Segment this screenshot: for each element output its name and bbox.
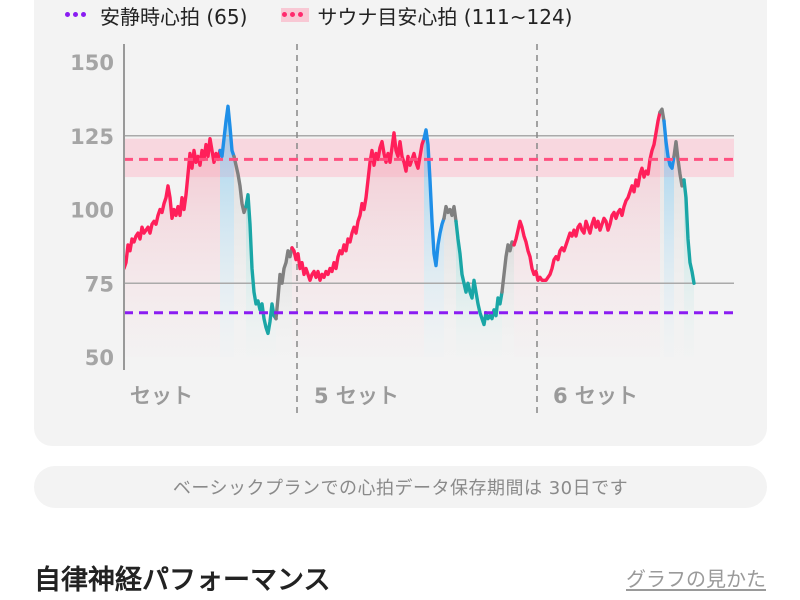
heart-rate-area-2 xyxy=(234,156,246,357)
set-label-0: セット xyxy=(130,384,193,408)
heart-rate-area-7 xyxy=(444,206,456,357)
heart-rate-line-11 xyxy=(658,107,666,123)
heart-rate-area-12 xyxy=(664,121,674,357)
graph-help-link[interactable]: グラフの見かた xyxy=(626,567,766,591)
heart-rate-line-7 xyxy=(442,204,458,223)
heart-rate-line-8 xyxy=(454,219,504,327)
data-retention-notice: ベーシックプランでの心拍データ保存期間は 30日です xyxy=(34,466,767,508)
legend-resting: 安静時心拍 (65) xyxy=(64,1,247,30)
heart-rate-area-9 xyxy=(502,241,514,357)
section-title: 自律神経パフォーマンス xyxy=(34,565,331,596)
heart-rate-line-5 xyxy=(290,131,426,282)
heart-rate-area-3 xyxy=(246,194,276,357)
heart-rate-line-6 xyxy=(422,128,446,268)
heart-rate-line-3 xyxy=(244,193,278,336)
heart-rate-line-1 xyxy=(218,104,236,159)
heart-rate-chart[interactable]: 150 125 100 75 50 セット 5 セット 6 セット xyxy=(0,0,800,460)
heart-rate-area-11 xyxy=(660,109,664,357)
heart-rate-line-14 xyxy=(682,178,696,285)
set-label-2: 6 セット xyxy=(553,384,638,408)
y-tick-label-150: 150 xyxy=(70,51,114,75)
heart-rate-line-4 xyxy=(274,246,294,321)
heart-rate-line-2 xyxy=(232,154,248,215)
y-tick-label-125: 125 xyxy=(70,125,114,149)
heart-rate-line-9 xyxy=(500,240,516,294)
resting-dots-icon xyxy=(64,11,92,19)
heart-rate-line-10 xyxy=(512,110,662,282)
sauna-dots-icon xyxy=(281,8,310,22)
y-tick-label-50: 50 xyxy=(85,346,114,370)
y-tick-label-75: 75 xyxy=(85,272,114,296)
legend-sauna: サウナ目安心拍 (111~124) xyxy=(281,1,573,30)
heart-rate-area-10 xyxy=(514,112,660,358)
heart-rate-area-13 xyxy=(674,141,684,357)
legend-resting-label: 安静時心拍 (65) xyxy=(100,4,248,29)
heart-rate-area-5 xyxy=(292,132,424,357)
heart-rate-area-0 xyxy=(124,138,220,357)
legend-sauna-label: サウナ目安心拍 (111~124) xyxy=(317,4,573,29)
heart-rate-line-13 xyxy=(672,139,686,188)
y-tick-label-100: 100 xyxy=(70,199,114,223)
set-label-1: 5 セット xyxy=(314,384,399,408)
chart-legend: 安静時心拍 (65) サウナ目安心拍 (111~124) xyxy=(64,0,607,30)
heart-rate-area-1 xyxy=(220,106,234,357)
heart-rate-area-8 xyxy=(456,221,502,357)
